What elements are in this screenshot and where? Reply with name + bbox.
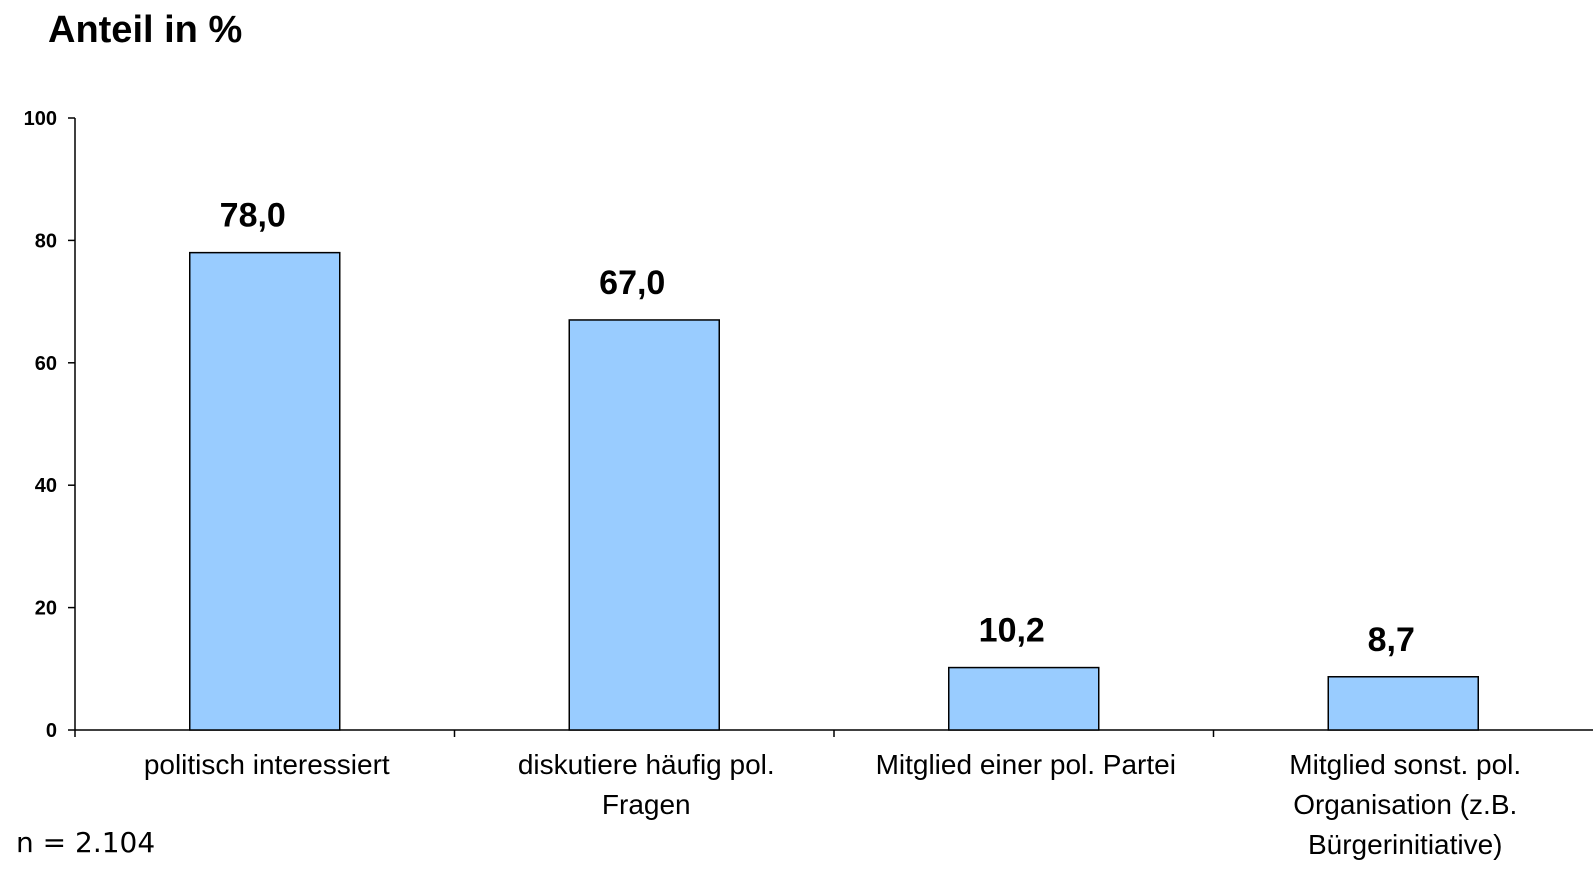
x-tick-label-line: diskutiere häufig pol. (518, 749, 775, 780)
y-tick-label: 40 (35, 475, 57, 497)
bars (189, 251, 1479, 731)
x-tick-label-line: Fragen (602, 789, 691, 820)
x-tick-label-line: politisch interessiert (144, 749, 390, 780)
x-tick-labels: politisch interessiert diskutiere häufig … (144, 749, 1521, 860)
x-tick-label: Mitglied sonst. pol. Organisation (z.B. Bü… (1289, 749, 1521, 860)
x-tick-label-line: Bürgerinitiative) (1308, 829, 1503, 860)
x-tick-label-line: Mitglied sonst. pol. (1289, 749, 1521, 780)
value-labels: 78,0 67,0 10,2 8,7 (220, 197, 1415, 659)
chart-title: Anteil in % (48, 9, 242, 51)
y-tick-label: 100 (24, 108, 57, 130)
y-tick-label: 60 (35, 353, 57, 375)
y-tick-label: 80 (35, 230, 57, 252)
y-axis: 0 20 40 60 80 100 (24, 108, 76, 742)
x-tick-label-line: Organisation (z.B. (1293, 789, 1517, 820)
y-tick-label: 0 (46, 720, 57, 742)
x-axis (75, 729, 1593, 737)
bar (1327, 676, 1479, 731)
data-label: 8,7 (1368, 621, 1415, 659)
x-tick-label: Mitglied einer pol. Partei (876, 749, 1176, 780)
data-label: 78,0 (220, 197, 286, 235)
sample-size-note: n = 2.104 (16, 826, 155, 859)
data-label: 10,2 (979, 612, 1045, 650)
bar (568, 319, 720, 731)
data-label: 67,0 (599, 264, 665, 302)
bar (948, 666, 1100, 731)
x-tick-label-line: Mitglied einer pol. Partei (876, 749, 1176, 780)
x-tick-label: politisch interessiert (144, 749, 390, 780)
x-tick-label: diskutiere häufig pol. Fragen (518, 749, 775, 820)
y-tick-label: 20 (35, 598, 57, 620)
bar (189, 251, 341, 731)
